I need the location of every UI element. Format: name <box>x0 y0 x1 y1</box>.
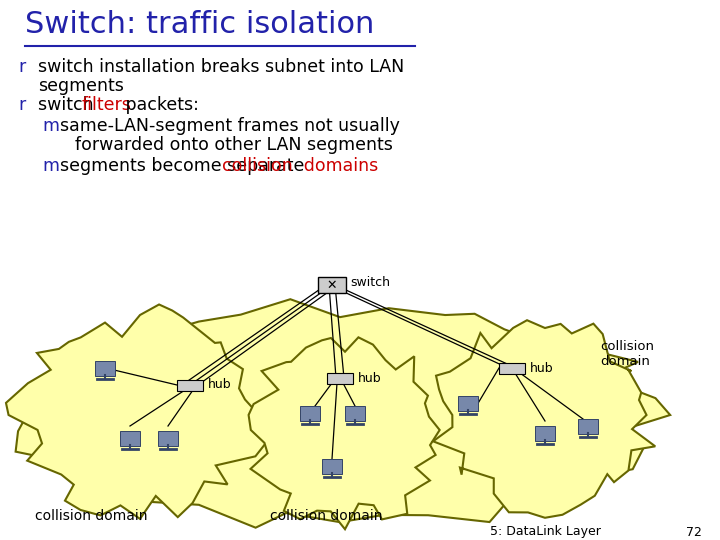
Text: collision domain: collision domain <box>270 509 382 523</box>
FancyBboxPatch shape <box>458 395 478 410</box>
Text: same-LAN-segment frames not usually: same-LAN-segment frames not usually <box>60 117 400 135</box>
FancyBboxPatch shape <box>322 458 342 474</box>
Text: switch: switch <box>38 96 99 114</box>
Text: segments: segments <box>38 77 124 95</box>
Text: hub: hub <box>358 372 382 384</box>
Text: hub: hub <box>208 379 232 392</box>
PathPatch shape <box>433 320 655 518</box>
PathPatch shape <box>6 305 271 519</box>
Text: switch: switch <box>350 276 390 289</box>
Text: m: m <box>42 157 59 175</box>
PathPatch shape <box>248 338 440 529</box>
FancyBboxPatch shape <box>345 406 365 421</box>
Text: collision  domains: collision domains <box>222 157 378 175</box>
FancyBboxPatch shape <box>499 362 525 374</box>
Text: segments become separate: segments become separate <box>60 157 310 175</box>
FancyBboxPatch shape <box>318 277 346 293</box>
FancyBboxPatch shape <box>177 380 203 390</box>
Text: r: r <box>18 58 25 76</box>
PathPatch shape <box>16 299 670 528</box>
Text: r: r <box>18 96 25 114</box>
Text: Switch: traffic isolation: Switch: traffic isolation <box>25 10 374 39</box>
Text: hub: hub <box>530 361 554 375</box>
Text: m: m <box>42 117 59 135</box>
Text: switch installation breaks subnet into LAN: switch installation breaks subnet into L… <box>38 58 404 76</box>
FancyBboxPatch shape <box>300 406 320 421</box>
FancyBboxPatch shape <box>120 430 140 445</box>
FancyBboxPatch shape <box>535 426 555 441</box>
Text: ✕: ✕ <box>327 279 337 292</box>
Text: forwarded onto other LAN segments: forwarded onto other LAN segments <box>75 136 393 154</box>
FancyBboxPatch shape <box>95 361 115 375</box>
FancyBboxPatch shape <box>578 418 598 434</box>
Text: filters: filters <box>82 96 132 114</box>
Text: collision domain: collision domain <box>35 509 148 523</box>
Text: collision
domain: collision domain <box>600 340 654 368</box>
FancyBboxPatch shape <box>327 373 353 383</box>
Text: 5: DataLink Layer: 5: DataLink Layer <box>490 525 601 538</box>
Text: 72: 72 <box>686 525 702 538</box>
Text: packets:: packets: <box>120 96 199 114</box>
FancyBboxPatch shape <box>158 430 178 445</box>
